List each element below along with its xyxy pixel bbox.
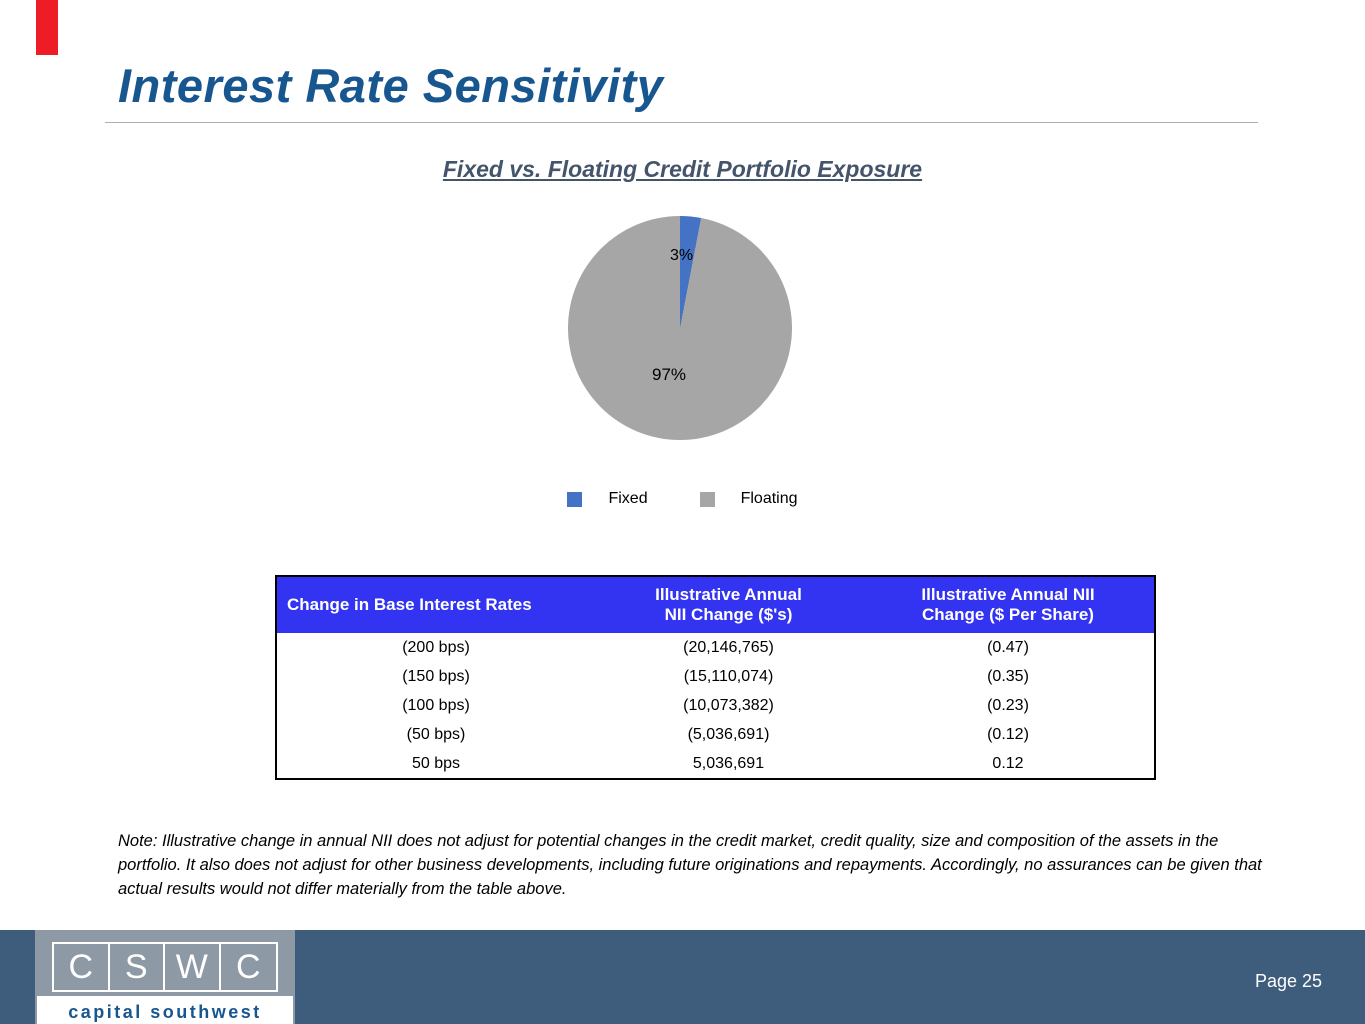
table-header-row: Change in Base Interest Rates Illustrati… — [276, 576, 1155, 633]
pie-label-floating: 97% — [652, 365, 687, 384]
chart-legend: Fixed Floating — [0, 490, 1365, 508]
table-cell: (20,146,765) — [595, 633, 862, 662]
legend-label-floating: Floating — [740, 490, 798, 507]
chart-title: Fixed vs. Floating Credit Portfolio Expo… — [442, 156, 923, 182]
logo-strip: capital southwest — [37, 996, 293, 1024]
table-row: (100 bps) (10,073,382) (0.23) — [276, 691, 1155, 720]
table-cell: (5,036,691) — [595, 720, 862, 749]
table-cell: (0.47) — [862, 633, 1155, 662]
page-title: Interest Rate Sensitivity — [118, 59, 664, 112]
legend-item-floating: Floating — [699, 490, 798, 508]
legend-swatch-fixed-icon — [567, 491, 583, 507]
column-header-nii-per-share: Illustrative Annual NII Change ($ Per Sh… — [862, 576, 1155, 633]
table-cell: (150 bps) — [276, 662, 595, 691]
table-cell: 0.12 — [862, 749, 1155, 779]
logo-letter: C — [54, 944, 110, 990]
table-cell: (0.35) — [862, 662, 1155, 691]
table-cell: (0.23) — [862, 691, 1155, 720]
logo-letter: C — [235, 947, 261, 986]
logo-subtitle: capital southwest — [68, 1002, 262, 1022]
logo-letter: W — [165, 944, 221, 990]
table-cell: (15,110,074) — [595, 662, 862, 691]
note-text: Note: Illustrative change in annual NII … — [118, 832, 1262, 898]
logo-letters: C S W C — [52, 942, 278, 992]
table-row: (200 bps) (20,146,765) (0.47) — [276, 633, 1155, 662]
title-divider — [105, 122, 1258, 123]
table-cell: (0.12) — [862, 720, 1155, 749]
table-row: 50 bps 5,036,691 0.12 — [276, 749, 1155, 779]
legend-swatch-floating-icon — [699, 491, 715, 507]
table-cell: (200 bps) — [276, 633, 595, 662]
logo-letter: S — [110, 944, 165, 990]
pie-chart — [568, 216, 792, 440]
column-header-rates: Change in Base Interest Rates — [276, 576, 595, 633]
page-number: Page 25 — [1254, 971, 1322, 991]
pie-label-fixed: 3% — [670, 247, 694, 264]
column-header-nii-dollars: Illustrative Annual NII Change ($'s) — [595, 576, 862, 633]
red-accent-bar — [36, 0, 58, 55]
table-row: (150 bps) (15,110,074) (0.35) — [276, 662, 1155, 691]
table-cell: (50 bps) — [276, 720, 595, 749]
company-logo: C S W C capital southwest — [35, 930, 295, 1024]
rates-table: Change in Base Interest Rates Illustrati… — [275, 575, 1156, 780]
table-row: (50 bps) (5,036,691) (0.12) — [276, 720, 1155, 749]
table-cell: 5,036,691 — [595, 749, 862, 779]
table-cell: 50 bps — [276, 749, 595, 779]
table-cell: (100 bps) — [276, 691, 595, 720]
legend-label-fixed: Fixed — [608, 490, 648, 507]
table-cell: (10,073,382) — [595, 691, 862, 720]
legend-item-fixed: Fixed — [567, 490, 648, 508]
